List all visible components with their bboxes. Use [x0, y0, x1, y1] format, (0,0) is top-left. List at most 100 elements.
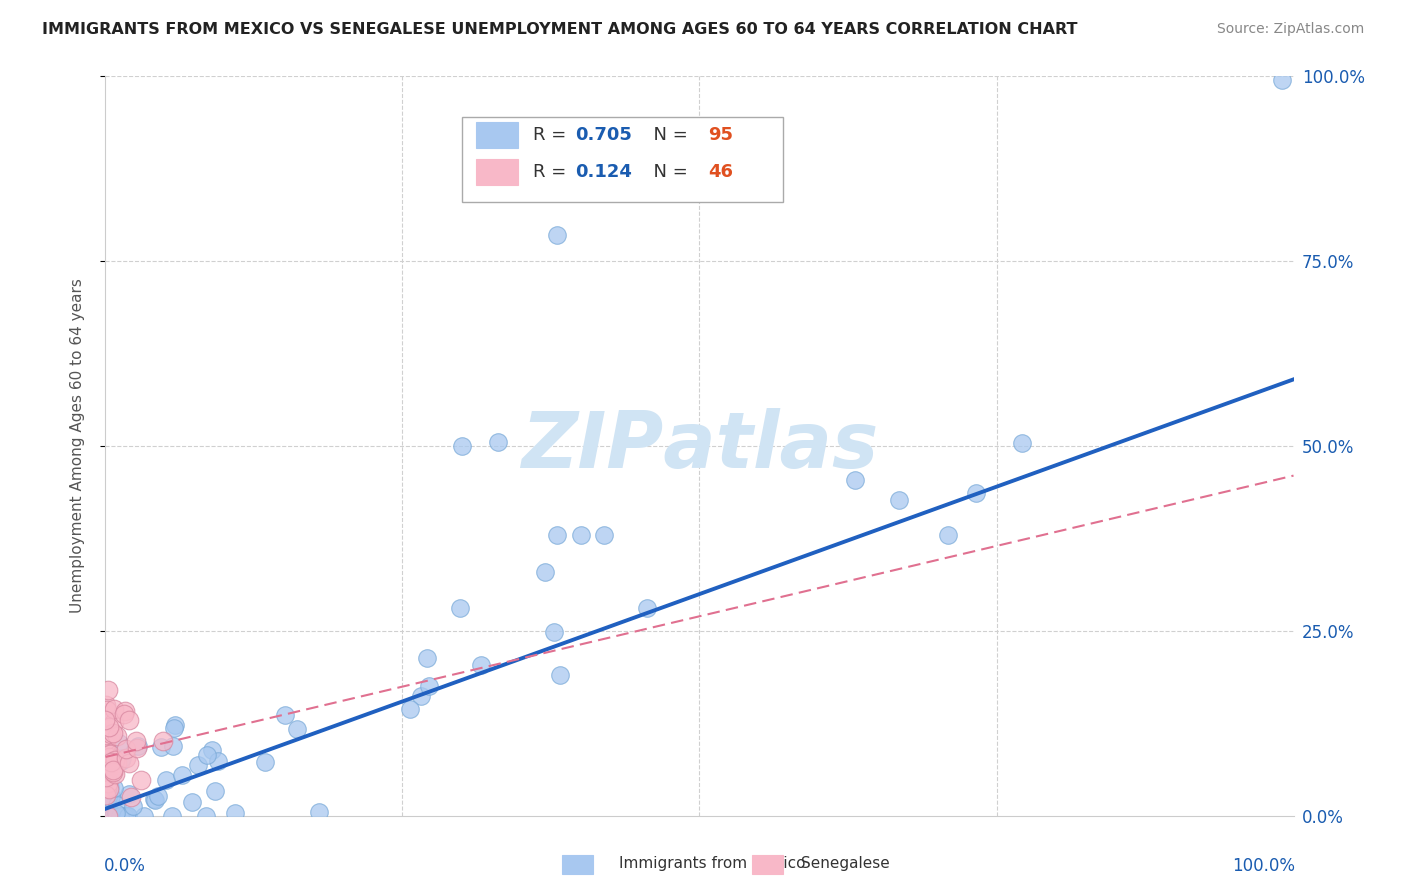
Point: [117, 787, 139, 801]
Point: [94, 770, 117, 784]
Text: N =: N =: [643, 163, 695, 181]
FancyBboxPatch shape: [461, 117, 783, 202]
Point: [889, 493, 911, 508]
Point: [411, 689, 433, 703]
Point: [104, 809, 127, 823]
Point: [180, 795, 202, 809]
Text: 95: 95: [707, 126, 733, 144]
Point: [162, 739, 184, 754]
Point: [96, 809, 118, 823]
Text: 0.124: 0.124: [575, 163, 631, 181]
Point: [96, 795, 118, 809]
Point: [117, 809, 139, 823]
Point: [142, 791, 165, 805]
Point: [1011, 435, 1033, 450]
Point: [415, 650, 437, 665]
Point: [149, 739, 172, 754]
Point: [110, 754, 132, 768]
Point: [965, 486, 987, 500]
Point: [94, 740, 117, 755]
Point: [110, 809, 132, 823]
Point: [163, 721, 186, 735]
Point: [96, 728, 118, 742]
Point: [100, 809, 122, 823]
Point: [548, 668, 571, 682]
Point: [114, 809, 136, 823]
Point: [103, 753, 125, 767]
Point: [543, 624, 565, 639]
Point: [112, 707, 135, 722]
Point: [96, 783, 118, 797]
Text: R =: R =: [533, 163, 572, 181]
Point: [118, 713, 141, 727]
Point: [103, 726, 125, 740]
Text: 100.0%: 100.0%: [1232, 857, 1295, 875]
Point: [115, 742, 138, 756]
Point: [115, 750, 138, 764]
Text: ZIP​atlas: ZIP​atlas: [520, 408, 879, 484]
Y-axis label: Unemployment Among Ages 60 to 64 years: Unemployment Among Ages 60 to 64 years: [70, 278, 84, 614]
Text: Source: ZipAtlas.com: Source: ZipAtlas.com: [1216, 22, 1364, 37]
Point: [100, 789, 122, 804]
Point: [96, 789, 118, 804]
Point: [111, 751, 134, 765]
Point: [101, 809, 124, 823]
Point: [100, 727, 122, 741]
Point: [97, 809, 120, 823]
Point: [200, 743, 222, 757]
Point: [117, 809, 139, 823]
Point: [97, 780, 120, 795]
Point: [96, 703, 118, 717]
Point: [187, 758, 209, 772]
Point: [94, 809, 117, 823]
Point: [96, 805, 118, 820]
Point: [98, 720, 121, 734]
Point: [100, 755, 122, 769]
Point: [97, 750, 120, 764]
Point: [97, 753, 120, 767]
Point: [636, 601, 658, 615]
Point: [98, 803, 121, 817]
Point: [449, 601, 471, 615]
Point: [114, 704, 136, 718]
Point: [308, 805, 330, 819]
Point: [546, 227, 568, 242]
Point: [100, 789, 122, 804]
Point: [195, 747, 218, 762]
Point: [96, 801, 118, 815]
Point: [94, 733, 117, 747]
Point: [94, 698, 117, 712]
Point: [96, 759, 118, 773]
Point: [101, 763, 124, 777]
Point: [96, 781, 118, 796]
Point: [450, 439, 472, 453]
Point: [593, 528, 616, 542]
Point: [207, 754, 229, 768]
Point: [96, 729, 118, 743]
Point: [98, 809, 121, 823]
Point: [103, 780, 125, 795]
Point: [132, 809, 155, 823]
Point: [104, 766, 127, 780]
Point: [105, 729, 128, 743]
Point: [94, 807, 117, 822]
Point: [534, 565, 557, 579]
Point: [105, 756, 128, 771]
Point: [486, 435, 509, 450]
Point: [170, 767, 193, 781]
Point: [273, 707, 295, 722]
Point: [470, 657, 492, 672]
Point: [97, 764, 120, 778]
Point: [152, 733, 174, 747]
Point: [97, 790, 120, 805]
Point: [398, 702, 420, 716]
Point: [100, 780, 122, 794]
Point: [1271, 72, 1294, 87]
Point: [204, 784, 226, 798]
Point: [194, 809, 217, 823]
Point: [98, 747, 121, 761]
Point: [114, 809, 136, 823]
Text: 46: 46: [707, 163, 733, 181]
Point: [165, 718, 187, 732]
Point: [98, 809, 121, 823]
